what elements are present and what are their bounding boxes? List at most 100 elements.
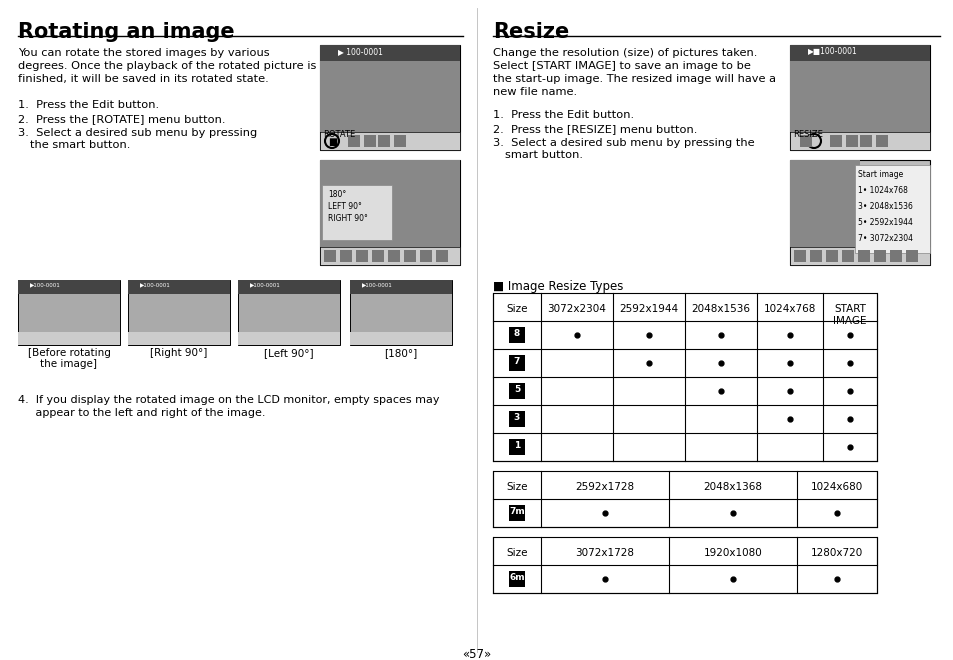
Bar [793,250,805,262]
Bar [319,247,459,265]
Text: 1280x720: 1280x720 [810,548,862,558]
Bar [789,160,929,265]
Text: «57»: «57» [462,648,491,660]
Bar [350,332,452,345]
Text: 1024x768: 1024x768 [763,304,816,314]
Text: 1.  Press the Edit button.: 1. Press the Edit button. [18,100,159,110]
Text: Size: Size [506,304,527,314]
Text: 3• 2048x1536: 3• 2048x1536 [857,202,912,211]
Bar [350,280,452,345]
Bar [377,135,390,147]
Text: 3.  Select a desired sub menu by pressing: 3. Select a desired sub menu by pressing [18,128,257,138]
Text: ▶100-0001: ▶100-0001 [30,282,61,287]
Bar [509,505,524,521]
Bar [237,332,339,345]
Bar [789,45,929,61]
Text: appear to the left and right of the image.: appear to the left and right of the imag… [18,408,265,418]
Bar [237,280,339,345]
Text: new file name.: new file name. [493,87,577,97]
Text: 8: 8 [514,329,519,338]
Bar [403,250,416,262]
Text: 2592x1944: 2592x1944 [618,304,678,314]
Text: degrees. Once the playback of the rotated picture is: degrees. Once the playback of the rotate… [18,61,316,71]
Bar [322,185,392,240]
Bar [789,45,929,150]
Bar [348,135,359,147]
Bar [324,250,335,262]
Text: the image]: the image] [40,359,97,369]
Bar [873,250,885,262]
Text: 3072x2304: 3072x2304 [547,304,606,314]
Text: ▶100-0001: ▶100-0001 [250,282,280,287]
Bar [800,135,811,147]
Bar [905,250,917,262]
Bar [875,135,887,147]
Text: [Before rotating: [Before rotating [28,348,111,358]
Bar [889,250,901,262]
Text: Start image: Start image [857,170,902,179]
Bar [859,135,871,147]
Bar [319,160,459,247]
Bar [854,165,929,253]
Text: smart button.: smart button. [504,150,582,160]
Bar [509,355,524,371]
Bar [509,327,524,343]
Bar [355,250,368,262]
Bar [509,439,524,455]
Bar [388,250,399,262]
Text: Select [START IMAGE] to save an image to be: Select [START IMAGE] to save an image to… [493,61,750,71]
Bar [789,61,929,132]
Text: ▶100-0001: ▶100-0001 [140,282,171,287]
Text: ROTATE: ROTATE [323,130,355,139]
Text: 3: 3 [514,413,519,422]
Text: 5: 5 [514,385,519,394]
Text: 1: 1 [514,441,519,450]
Text: finished, it will be saved in its rotated state.: finished, it will be saved in its rotate… [18,74,269,84]
Bar [319,45,459,150]
Text: the start-up image. The resized image will have a: the start-up image. The resized image wi… [493,74,775,84]
Bar [436,250,448,262]
Text: 1024x680: 1024x680 [810,482,862,492]
Bar [319,61,459,132]
Bar [825,250,837,262]
Bar [319,132,459,150]
Text: Size: Size [506,482,527,492]
Bar [493,293,876,461]
Bar [809,250,821,262]
Bar [339,250,352,262]
Text: 1920x1080: 1920x1080 [703,548,761,558]
Text: Size: Size [506,548,527,558]
Text: 3072x1728: 3072x1728 [575,548,634,558]
Text: ■ Image Resize Types: ■ Image Resize Types [493,280,622,293]
Bar [509,411,524,427]
Bar [319,160,459,265]
Bar [394,135,406,147]
Text: ▶ 100-0001: ▶ 100-0001 [337,47,382,56]
Bar [829,135,841,147]
Bar [509,383,524,399]
Text: RIGHT 90°: RIGHT 90° [328,214,368,223]
Bar [789,160,859,247]
Text: 2592x1728: 2592x1728 [575,482,634,492]
Bar [128,280,230,294]
Bar [419,250,432,262]
Text: 7m: 7m [509,507,524,516]
Text: 4.  If you display the rotated image on the LCD monitor, empty spaces may: 4. If you display the rotated image on t… [18,395,439,405]
Bar [364,135,375,147]
Bar [18,332,120,345]
Text: 2.  Press the [RESIZE] menu button.: 2. Press the [RESIZE] menu button. [493,124,697,134]
Text: ■: ■ [328,137,337,147]
Text: [Right 90°]: [Right 90°] [151,348,208,358]
Bar [493,471,876,527]
Text: 3.  Select a desired sub menu by pressing the: 3. Select a desired sub menu by pressing… [493,138,754,148]
Text: 6m: 6m [509,573,524,582]
Bar [237,280,339,294]
Text: 2048x1536: 2048x1536 [691,304,750,314]
Text: LEFT 90°: LEFT 90° [328,202,361,211]
Bar [372,250,384,262]
Bar [18,280,120,294]
Text: 1• 1024x768: 1• 1024x768 [857,186,907,195]
Text: the smart button.: the smart button. [30,140,131,150]
Bar [789,247,929,265]
Bar [789,132,929,150]
